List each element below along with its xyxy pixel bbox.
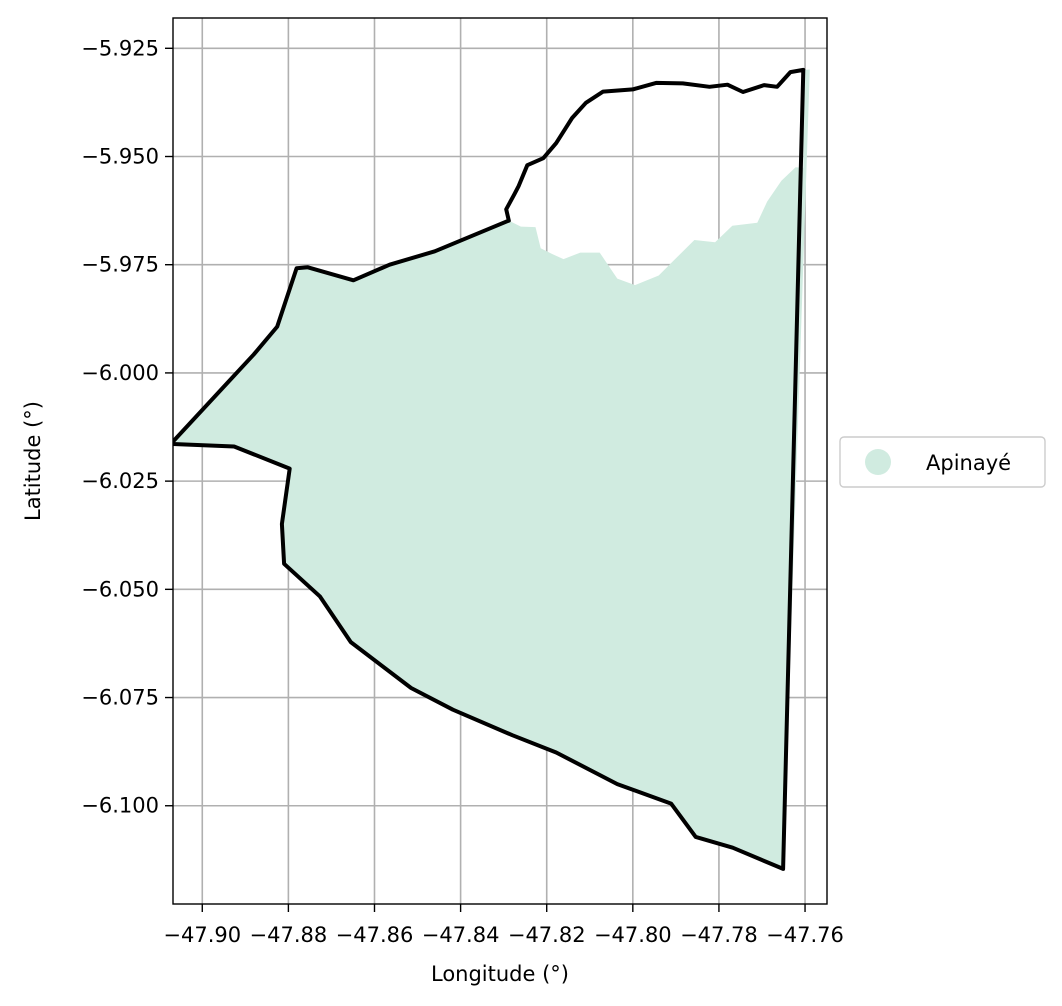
legend-box (839, 436, 1046, 488)
x-tick-label: −47.80 (594, 923, 672, 947)
x-tick-label: −47.78 (680, 923, 758, 947)
x-tick-label: −47.86 (336, 923, 414, 947)
y-tick-label: −5.975 (81, 253, 159, 277)
y-tick-label: −6.000 (81, 361, 159, 385)
y-tick-label: −5.925 (81, 36, 159, 60)
legend: Apinayé (839, 436, 1046, 488)
territory-boundary (173, 67, 806, 871)
x-tick-label: −47.76 (766, 923, 844, 947)
x-tick-label: −47.88 (250, 923, 328, 947)
y-tick-label: −6.100 (81, 794, 159, 818)
plot-frame (172, 17, 828, 905)
x-tick-label: −47.90 (163, 923, 241, 947)
y-axis-ticks: −5.925 −5.950 −5.975 −6.000 −6.025 −6.050 −6.0… (81, 36, 173, 818)
y-tick-label: −6.075 (81, 686, 159, 710)
y-axis-title: Latitude (°) (21, 401, 45, 521)
y-tick-label: −6.050 (81, 577, 159, 601)
y-tick-label: −5.950 (81, 145, 159, 169)
territory-boundary-layer (173, 67, 806, 871)
territory-fill-layer (173, 69, 810, 869)
y-tick-label: −6.025 (81, 469, 159, 493)
x-tick-label: −47.84 (422, 923, 500, 947)
legend-marker (865, 449, 891, 475)
x-axis-title: Longitude (°) (431, 962, 569, 986)
territory-fill (173, 69, 810, 869)
legend-label: Apinayé (926, 451, 1011, 475)
x-axis-ticks: −47.90 −47.88 −47.86 −47.84 −47.82 −47.80 −47.… (163, 904, 844, 947)
x-tick-label: −47.82 (508, 923, 586, 947)
